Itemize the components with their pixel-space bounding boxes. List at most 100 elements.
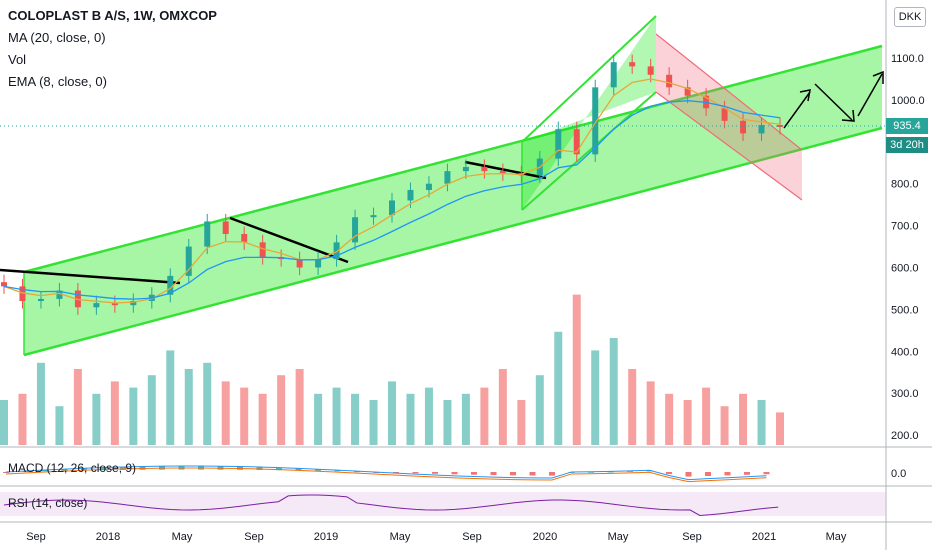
y-tick-label: 1100.0 <box>891 53 924 65</box>
legend-vol[interactable]: Vol <box>8 52 27 67</box>
legend-ma[interactable]: MA (20, close, 0) <box>8 30 106 45</box>
candle-body <box>389 200 395 216</box>
candle-body <box>481 166 488 172</box>
volume-bar <box>110 381 119 445</box>
macd-histogram-bar <box>510 472 516 476</box>
candle-body <box>758 125 765 134</box>
volume-bar <box>92 393 101 445</box>
volume-bar <box>406 393 415 445</box>
candle-body <box>19 286 26 302</box>
macd-histogram-bar <box>451 472 458 475</box>
rsi-label[interactable]: RSI (14, close) <box>8 496 88 510</box>
falling-channel-fill <box>656 34 802 200</box>
macd-histogram-bar <box>334 470 341 472</box>
candle-body <box>462 166 469 172</box>
volume-bar <box>498 369 507 445</box>
x-tick-label: Sep <box>26 531 46 543</box>
rsi-band <box>0 492 886 516</box>
macd-histogram-bar <box>685 472 692 477</box>
y-tick-label: 700.0 <box>891 221 919 233</box>
volume-bar <box>517 400 526 445</box>
macd-histogram-bar <box>529 472 536 476</box>
volume-bar <box>683 400 692 445</box>
volume-bar <box>277 375 286 445</box>
macd-histogram-bar <box>256 467 263 471</box>
candle-body <box>573 129 580 155</box>
macd-histogram-bar <box>393 472 399 473</box>
candle-body <box>425 183 432 190</box>
macd-histogram-bar <box>61 469 68 471</box>
x-tick-label: 2020 <box>533 531 557 543</box>
volume-bar <box>628 369 637 445</box>
candle-body <box>740 120 747 134</box>
volume-bar <box>443 400 452 445</box>
volume-bar <box>129 387 138 445</box>
x-tick-label: Sep <box>244 531 264 543</box>
volume-bar <box>184 369 193 445</box>
macd-histogram-bar <box>295 468 302 471</box>
candle-body <box>555 129 562 159</box>
volume-bar <box>332 387 341 445</box>
macd-histogram-bar <box>724 472 731 476</box>
last-price-tag: 935.4 <box>886 118 928 134</box>
x-tick-label: May <box>172 531 193 543</box>
y-tick-label: 300.0 <box>891 388 919 400</box>
y-tick-label: 200.0 <box>891 430 919 442</box>
candle-body <box>499 171 506 174</box>
volume-bar <box>646 381 655 445</box>
candle-body <box>647 66 654 75</box>
macd-label[interactable]: MACD (12, 26, close, 9) <box>8 461 137 475</box>
volume-bar <box>258 393 267 445</box>
macd-histogram-bar <box>549 472 555 476</box>
y-tick-label: 800.0 <box>891 179 919 191</box>
ma-line <box>3 100 781 300</box>
macd-histogram-bar <box>646 470 653 472</box>
candle-body <box>352 217 359 243</box>
candle-body <box>370 215 377 218</box>
chart-title: COLOPLAST B A/S, 1W, OMXCOP <box>8 8 217 23</box>
candle-body <box>684 87 691 96</box>
rising-channel-upper <box>23 44 883 274</box>
candle-body <box>93 303 100 308</box>
candle-body <box>241 233 248 243</box>
candle-body <box>666 74 673 88</box>
volume-bar <box>554 331 563 445</box>
macd-signal-line <box>5 467 767 483</box>
volume-bar <box>535 375 544 445</box>
falling-channel-lower <box>655 91 803 201</box>
projection-arrow-1-head <box>799 89 811 102</box>
candle-body <box>74 290 81 308</box>
volume-bar <box>55 406 64 445</box>
projection-arrow-1 <box>783 91 811 129</box>
candle-body <box>1 282 7 287</box>
volume-bar <box>0 400 8 445</box>
volume-bar <box>702 387 711 445</box>
macd-histogram-bar <box>3 472 9 473</box>
volume-bar <box>591 350 600 445</box>
legend-ema[interactable]: EMA (8, close, 0) <box>8 74 107 89</box>
projection-arrow-2 <box>814 83 853 121</box>
volume-bar <box>73 369 82 445</box>
candle-body <box>56 290 63 299</box>
volume-bar <box>609 338 618 445</box>
ema-line <box>3 78 781 304</box>
x-tick-label: May <box>826 531 847 543</box>
x-tick-label: Sep <box>682 531 702 543</box>
x-tick-label: Sep <box>462 531 482 543</box>
trendline-3 <box>464 160 547 180</box>
macd-line <box>5 465 767 481</box>
y-tick-label: 1000.0 <box>891 95 925 107</box>
currency-button[interactable]: DKK <box>894 7 926 27</box>
y-tick-label: 500.0 <box>891 304 919 316</box>
candle-body <box>407 189 414 201</box>
volume-bar <box>757 400 766 445</box>
steep-channel-fill <box>522 16 656 210</box>
candle-body <box>130 301 137 306</box>
candle-body <box>610 62 617 88</box>
projection-arrow-2-head <box>841 109 855 122</box>
macd-histogram-bar <box>412 472 419 474</box>
x-tick-label: May <box>390 531 411 543</box>
macd-histogram-bar <box>763 472 770 475</box>
